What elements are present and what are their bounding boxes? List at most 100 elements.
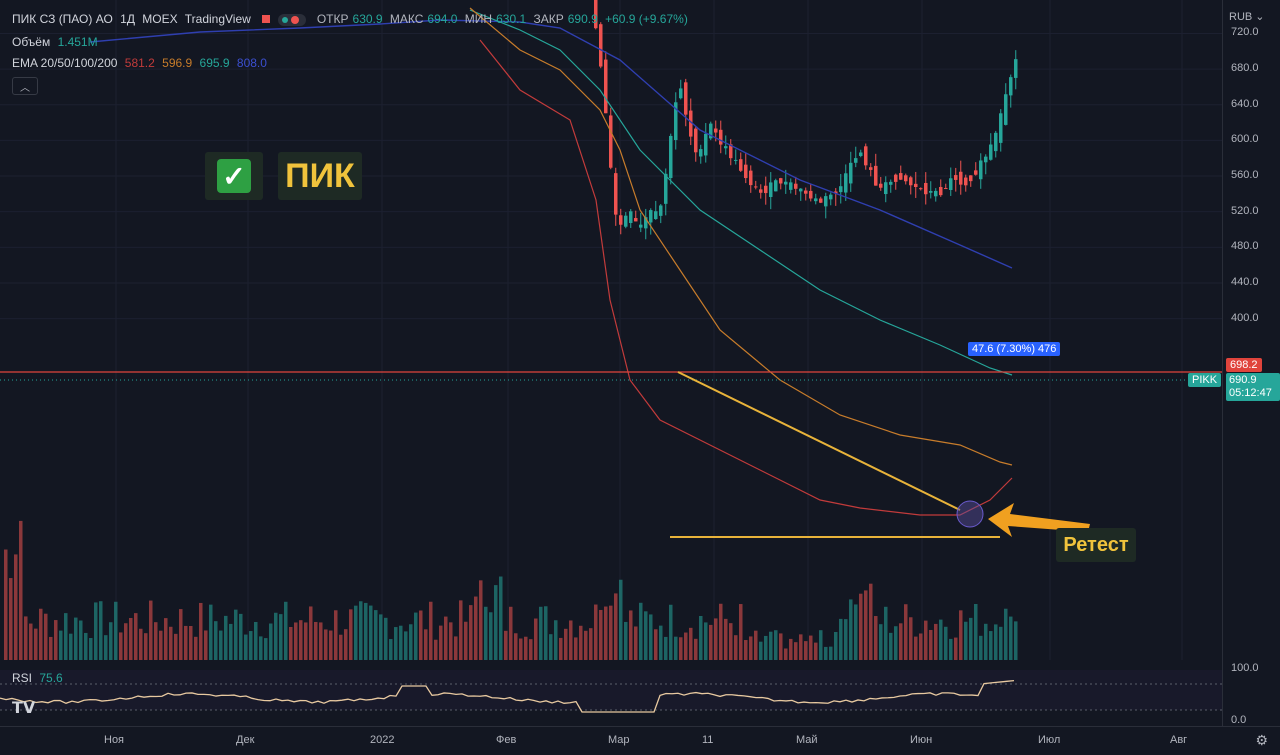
volume-bar — [229, 623, 233, 660]
volume-bar — [1004, 608, 1008, 660]
volume-bar — [384, 617, 388, 660]
volume-bar — [254, 621, 258, 660]
price-chart[interactable] — [0, 0, 1222, 660]
candle-body — [974, 170, 978, 175]
symbol-legend: ПИК СЗ (ПАО) АО 1Д MOEX TradingView ОТКР… — [12, 12, 692, 26]
volume-bar — [874, 616, 878, 660]
candle-body — [704, 133, 708, 156]
volume-bar — [919, 633, 923, 660]
price-tick-label: 720.0 — [1231, 26, 1259, 39]
volume-bar — [559, 637, 563, 660]
volume-bar — [304, 622, 308, 660]
volume-bar — [429, 601, 433, 660]
price-axis[interactable]: 1080.01040.01000.0960.0920.0880.0840.080… — [1222, 0, 1280, 726]
volume-bar — [959, 610, 963, 660]
volume-bar — [989, 631, 993, 660]
candles — [594, 0, 1018, 240]
volume-legend[interactable]: Объём 1.451M — [12, 35, 102, 49]
candle-body — [904, 175, 908, 182]
volume-bar — [884, 606, 888, 660]
rsi-pane[interactable] — [0, 662, 1222, 726]
volume-bar — [289, 627, 293, 660]
volume-bar — [784, 648, 788, 660]
volume-bar — [794, 642, 798, 660]
time-axis[interactable]: Ноя Дек 2022 Фев Мар 11 Май Июн Июл Авг — [0, 726, 1280, 755]
candle-body — [744, 164, 748, 179]
low-value: 630.1 — [496, 12, 527, 26]
volume-bar — [849, 599, 853, 660]
volume-bar — [434, 639, 438, 660]
candle-body — [734, 159, 738, 161]
volume-bar — [934, 623, 938, 660]
symbol-name[interactable]: ПИК СЗ (ПАО) АО — [12, 12, 113, 26]
market-status-icon — [262, 15, 271, 23]
time-tick-label: Дек — [236, 734, 255, 746]
volume-value: 1.451M — [57, 35, 98, 49]
change-value: +60.9 (+9.67%) — [605, 12, 688, 26]
candle-body — [889, 181, 893, 185]
price-tick-label: 640.0 — [1231, 97, 1259, 110]
collapse-legend-button[interactable]: ︿ — [12, 77, 38, 95]
candle-body — [914, 183, 918, 188]
volume-bar — [349, 609, 353, 660]
open-value: 630.9 — [352, 12, 383, 26]
candle-body — [984, 156, 988, 163]
candle-body — [939, 186, 943, 196]
candle-body — [1009, 77, 1013, 96]
candle-body — [659, 205, 663, 216]
candle-body — [594, 0, 598, 29]
visibility-toggle-icon[interactable] — [277, 13, 306, 26]
volume-bar — [684, 632, 688, 660]
volume-bar — [724, 618, 728, 660]
volume-bar — [79, 620, 83, 660]
volume-bar — [699, 615, 703, 660]
price-tick-label: 560.0 — [1231, 169, 1259, 182]
volume-bar — [774, 630, 778, 660]
currency-selector[interactable]: RUB ⌄ — [1229, 11, 1265, 23]
candle-body — [629, 211, 633, 224]
interval[interactable]: 1Д — [120, 12, 135, 26]
price-tick-label: 760.0 — [1231, 0, 1259, 3]
candle-body — [674, 102, 678, 141]
volume-bar — [549, 634, 553, 660]
tradingview-logo-icon[interactable]: 𝗧𝗩 — [12, 700, 36, 717]
volume-bar — [104, 635, 108, 660]
volume-bar — [659, 625, 663, 660]
volume-bar — [889, 632, 893, 660]
volume-bar — [154, 622, 158, 660]
volume-bar — [839, 618, 843, 660]
volume-bar — [649, 614, 653, 660]
ema-legend[interactable]: EMA 20/50/100/200 581.2 596.9 695.9 808.… — [12, 56, 271, 70]
candle-body — [644, 217, 648, 229]
candle-body — [969, 175, 973, 182]
volume-bar — [374, 610, 378, 660]
volume-bar — [829, 646, 833, 660]
time-tick-label: Мар — [608, 734, 630, 746]
candle-body — [954, 175, 958, 180]
price-chart-svg[interactable] — [0, 0, 1222, 660]
candle-body — [924, 182, 928, 195]
volume-bar — [84, 632, 88, 660]
candle-body — [864, 146, 868, 166]
volume-bar — [124, 623, 128, 660]
volume-bar — [544, 606, 548, 660]
candle-body — [919, 188, 923, 190]
volume-bar — [609, 605, 613, 660]
volume-bar — [294, 622, 298, 660]
volume-bar — [4, 549, 8, 660]
volume-bar — [59, 630, 63, 660]
open-label: ОТКР — [316, 12, 349, 26]
volume-bar — [359, 601, 363, 660]
candle-body — [739, 159, 743, 171]
volume-bar — [204, 630, 208, 660]
volume-bar — [719, 603, 723, 660]
settings-gear-icon[interactable]: ⚙ — [1255, 732, 1268, 748]
candle-body — [654, 211, 658, 220]
volume-bar — [344, 629, 348, 660]
rsi-chart-svg[interactable] — [0, 662, 1222, 726]
volume-bar — [259, 636, 263, 660]
volume-bar — [589, 628, 593, 660]
rsi-legend[interactable]: RSI 75.6 — [12, 671, 67, 685]
volume-bar — [859, 593, 863, 660]
volume-bar — [274, 612, 278, 660]
